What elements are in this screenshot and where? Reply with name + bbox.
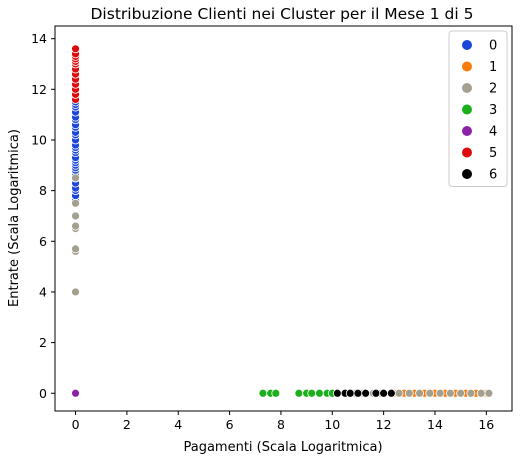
legend-label: 0 [489, 39, 497, 54]
data-point [71, 198, 80, 208]
data-point [415, 388, 424, 398]
data-point [71, 211, 80, 221]
data-point [425, 388, 435, 398]
legend-marker [462, 61, 472, 72]
y-tick-label: 6 [39, 234, 47, 249]
x-tick-label: 0 [72, 417, 80, 432]
legend: 0 1 2 3 4 5 6 [448, 30, 508, 187]
x-tick-label: 2 [123, 417, 131, 432]
x-tick-label: 14 [427, 417, 443, 432]
plot-frame [54, 25, 513, 412]
legend-box [448, 30, 508, 187]
data-point [271, 388, 281, 398]
x-tick-label: 8 [277, 417, 285, 432]
series-5 [71, 44, 80, 104]
y-tick-label: 8 [39, 183, 47, 198]
series-0 [71, 97, 80, 208]
x-tick-label: 16 [478, 417, 494, 432]
legend-label: 4 [489, 125, 497, 140]
data-point [371, 388, 381, 398]
data-point [71, 287, 80, 297]
y-tick-label: 0 [39, 386, 47, 401]
legend-label: 2 [489, 82, 497, 97]
legend-label: 1 [489, 60, 497, 75]
series-6 [333, 388, 396, 398]
legend-label: 5 [489, 146, 497, 161]
data-point [445, 388, 455, 398]
legend-marker [462, 40, 472, 50]
data-point [71, 221, 80, 231]
legend-marker [462, 83, 472, 93]
y-tick-label: 2 [39, 335, 47, 350]
y-axis-label: Entrate (Scala Logaritmica) [7, 129, 22, 307]
series-4 [71, 388, 80, 398]
y-tick-label: 14 [31, 31, 47, 46]
data-point [71, 244, 80, 254]
y-tick-label: 12 [31, 82, 47, 97]
legend-marker [462, 147, 472, 158]
legend-marker [462, 126, 472, 136]
data-point [294, 388, 304, 398]
data-point [307, 388, 317, 398]
data-point [353, 388, 363, 398]
chart-title: Distribuzione Clienti nei Cluster per il… [91, 5, 474, 23]
legend-marker [462, 104, 472, 115]
legend-label: 6 [489, 168, 497, 183]
data-point [258, 388, 268, 398]
data-point [456, 388, 466, 398]
x-tick-label: 12 [376, 417, 392, 432]
plot-area [71, 44, 494, 398]
y-axis-ticks: 0 2 4 6 8 10 12 14 [31, 31, 55, 401]
x-axis-ticks: 0 2 4 6 8 10 12 14 16 [72, 411, 494, 432]
legend-marker [462, 169, 472, 179]
data-point [386, 388, 396, 398]
y-tick-label: 4 [39, 284, 47, 299]
data-point [71, 173, 80, 183]
x-tick-label: 4 [174, 417, 182, 432]
x-axis-label: Pagamenti (Scala Logaritmica) [183, 440, 382, 455]
data-point [476, 388, 486, 398]
y-tick-label: 10 [31, 132, 47, 147]
data-point [484, 388, 494, 398]
legend-label: 3 [489, 103, 497, 118]
data-point [466, 388, 476, 398]
data-point [394, 388, 404, 398]
data-point [379, 388, 389, 398]
data-point [315, 388, 324, 398]
data-point [333, 388, 342, 398]
data-point [361, 388, 371, 398]
data-point [435, 388, 445, 398]
x-tick-label: 10 [324, 417, 340, 432]
series-2 [71, 173, 494, 398]
data-point [71, 388, 80, 398]
data-point [71, 44, 80, 54]
x-tick-label: 6 [226, 417, 234, 432]
data-point [404, 388, 414, 398]
series-3 [258, 388, 337, 398]
data-point [345, 388, 355, 398]
